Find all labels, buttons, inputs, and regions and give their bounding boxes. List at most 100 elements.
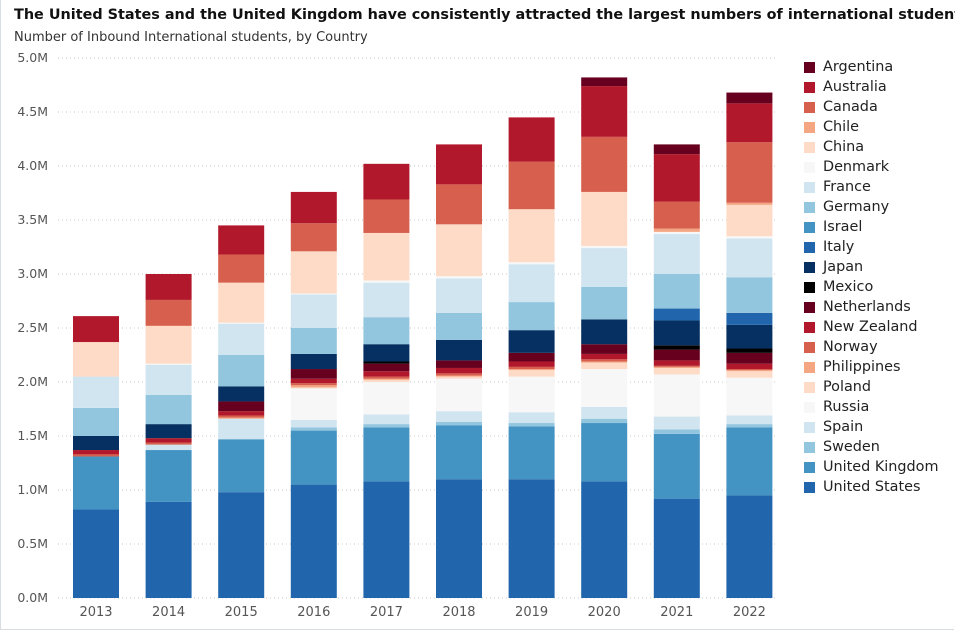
legend-item[interactable]: Chile [804,117,939,137]
bar-segment-russia[interactable] [508,376,555,413]
bar-segment-france[interactable] [653,234,700,274]
bar-segment-netherlands[interactable] [436,360,482,368]
bar-segment-russia[interactable] [436,378,482,412]
bar-segment-germany[interactable] [218,355,265,387]
bar-segment-australia[interactable] [581,86,628,137]
bar-segment-sweden[interactable] [290,427,337,431]
bar-segment-norway[interactable] [653,365,700,367]
bar-segment-germany[interactable] [653,274,700,309]
bar-segment-denmark[interactable] [218,322,265,324]
bar-segment-poland[interactable] [726,371,773,378]
bar-segment-united-states[interactable] [653,498,700,598]
bar-segment-philippines[interactable] [290,385,337,388]
bar-segment-united-states[interactable] [363,481,410,598]
bar-segment-canada[interactable] [363,199,410,233]
bar-segment-france[interactable] [363,282,410,318]
bar-segment-china[interactable] [290,251,337,294]
bar-segment-canada[interactable] [436,184,482,225]
bar-segment-mexico[interactable] [726,348,773,353]
legend-item[interactable]: Argentina [804,57,939,77]
bar-segment-germany[interactable] [145,394,192,425]
bar-segment-netherlands[interactable] [653,349,700,361]
legend-item[interactable]: Germany [804,197,939,217]
bar-segment-spain[interactable] [363,414,410,425]
bar-segment-spain[interactable] [581,406,628,419]
bar-segment-new-zealand[interactable] [581,353,628,360]
bar-segment-mexico[interactable] [653,345,700,350]
bar-segment-argentina[interactable] [653,144,700,155]
bar-segment-australia[interactable] [218,225,265,255]
bar-segment-germany[interactable] [436,312,482,340]
bar-segment-new-zealand[interactable] [436,367,482,374]
bar-segment-canada[interactable] [508,161,555,210]
bar-segment-netherlands[interactable] [290,369,337,379]
bar-segment-philippines[interactable] [653,366,700,368]
bar-segment-new-zealand[interactable] [290,378,337,384]
bar-segment-netherlands[interactable] [581,344,628,354]
bar-segment-norway[interactable] [436,373,482,376]
bar-segment-france[interactable] [73,376,119,408]
bar-segment-canada[interactable] [581,136,628,192]
legend-item[interactable]: Canada [804,97,939,117]
bar-segment-japan[interactable] [290,353,337,370]
bar-segment-poland[interactable] [290,387,337,389]
bar-segment-new-zealand[interactable] [726,363,773,370]
bar-segment-argentina[interactable] [726,92,773,104]
bar-segment-canada[interactable] [145,299,192,326]
bar-segment-poland[interactable] [436,376,482,379]
bar-segment-japan[interactable] [581,319,628,345]
bar-segment-australia[interactable] [508,117,555,162]
bar-segment-denmark[interactable] [653,231,700,235]
bar-segment-germany[interactable] [508,302,555,331]
bar-segment-poland[interactable] [363,379,410,382]
legend-item[interactable]: United States [804,477,939,497]
bar-segment-spain[interactable] [290,419,337,428]
bar-segment-germany[interactable] [726,277,773,313]
bar-segment-poland[interactable] [653,367,700,375]
bar-segment-japan[interactable] [363,344,410,362]
bar-segment-united-kingdom[interactable] [581,423,628,482]
bar-segment-canada[interactable] [218,254,265,283]
legend-item[interactable]: Spain [804,417,939,437]
bar-segment-united-states[interactable] [508,479,555,598]
legend-item[interactable]: Australia [804,77,939,97]
legend-item[interactable]: Netherlands [804,297,939,317]
bar-segment-mexico[interactable] [363,361,410,364]
bar-segment-france[interactable] [290,294,337,328]
bar-segment-france[interactable] [508,264,555,303]
bar-segment-italy[interactable] [726,312,773,325]
bar-segment-canada[interactable] [290,223,337,252]
bar-segment-sweden[interactable] [581,418,628,424]
bar-segment-philippines[interactable] [581,361,628,363]
bar-segment-russia[interactable] [726,377,773,416]
bar-segment-norway[interactable] [508,366,555,370]
bar-segment-united-kingdom[interactable] [363,427,410,482]
bar-segment-france[interactable] [436,278,482,313]
bar-segment-united-states[interactable] [290,484,337,598]
bar-segment-japan[interactable] [436,339,482,361]
bar-segment-canada[interactable] [726,142,773,203]
bar-segment-philippines[interactable] [436,375,482,377]
bar-segment-poland[interactable] [508,370,555,377]
bar-segment-japan[interactable] [508,330,555,353]
bar-segment-italy[interactable] [653,308,700,321]
bar-segment-denmark[interactable] [145,363,192,365]
bar-segment-norway[interactable] [218,415,265,418]
bar-segment-united-states[interactable] [218,492,265,598]
bar-segment-norway[interactable] [363,376,410,379]
bar-segment-united-states[interactable] [145,501,192,598]
bar-segment-philippines[interactable] [726,370,773,372]
bar-segment-china[interactable] [218,282,265,323]
legend-item[interactable]: Russia [804,397,939,417]
bar-segment-new-zealand[interactable] [653,360,700,366]
legend-item[interactable]: Japan [804,257,939,277]
bar-segment-france[interactable] [726,238,773,278]
bar-segment-spain[interactable] [145,444,192,451]
bar-segment-japan[interactable] [73,436,119,451]
bar-segment-russia[interactable] [581,369,628,407]
bar-segment-germany[interactable] [73,407,119,436]
bar-segment-china[interactable] [726,204,773,237]
bar-segment-netherlands[interactable] [363,363,410,372]
bar-segment-australia[interactable] [653,154,700,202]
bar-segment-sweden[interactable] [653,429,700,434]
